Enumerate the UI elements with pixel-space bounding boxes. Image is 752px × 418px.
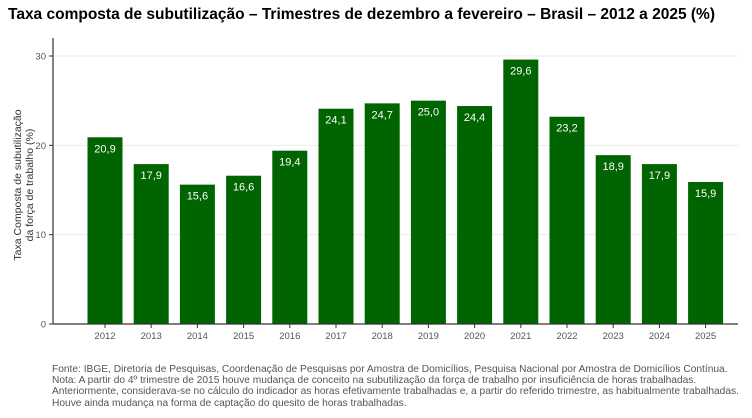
bar-value-label: 18,9	[602, 161, 623, 173]
y-tick-label: 10	[35, 230, 46, 241]
chart-title: Taxa composta de subutilização – Trimest…	[8, 6, 715, 23]
x-tick-label: 2012	[94, 331, 115, 342]
bar-value-label: 24,4	[464, 112, 485, 124]
y-tick-label: 0	[41, 320, 46, 331]
x-axis: 2012 2013 2014 2015 2016 2017 2018 2019 2020 2021…	[53, 323, 738, 342]
bar	[457, 106, 493, 324]
bar-value-label: 15,9	[695, 188, 716, 200]
bar	[595, 155, 631, 324]
bar-value-label: 29,6	[510, 66, 531, 78]
x-tick-label: 2018	[372, 331, 393, 342]
bar-value-label: 16,6	[233, 182, 254, 194]
bar	[272, 150, 308, 324]
bar	[410, 100, 446, 325]
bar	[318, 108, 354, 324]
bar	[87, 137, 123, 324]
bar	[179, 184, 215, 324]
y-axis-label-line1: Taxa Composta de subutilização	[12, 109, 24, 260]
methodology-note-2: Anteriormente, considerava-se no cálculo…	[52, 386, 739, 398]
bar-value-label: 24,1	[325, 115, 346, 127]
x-tick-label: 2021	[510, 331, 531, 342]
y-tick-label: 20	[35, 141, 46, 152]
bar-value-label: 24,7	[371, 109, 392, 121]
bar	[133, 164, 169, 324]
x-tick-label: 2019	[418, 331, 439, 342]
bar-value-label: 20,9	[94, 143, 115, 155]
x-tick-label: 2013	[141, 331, 162, 342]
bar	[641, 164, 677, 324]
bar-value-label: 15,6	[187, 191, 208, 203]
x-tick-label: 2015	[233, 331, 254, 342]
methodology-note-3: Houve ainda mudança na forma de captação…	[52, 397, 407, 409]
x-tick-label: 2023	[603, 331, 624, 342]
methodology-note-1: Nota: A partir do 4º trimestre de 2015 h…	[52, 375, 697, 387]
x-tick-label: 2022	[556, 331, 577, 342]
y-axis-label-line2: da força de trabalho (%)	[24, 129, 36, 242]
bar-value-label: 19,4	[279, 157, 300, 169]
source-note: Fonte: IBGE, Diretoria de Pesquisas, Coo…	[52, 364, 728, 375]
x-tick-label: 2020	[464, 331, 485, 342]
y-axis: 0 10 20 30	[35, 38, 54, 331]
bar	[688, 181, 724, 324]
bar-value-label: 17,9	[140, 170, 161, 182]
x-tick-label: 2014	[187, 331, 208, 342]
x-tick-label: 2016	[279, 331, 300, 342]
bar	[549, 116, 585, 324]
y-tick-label: 30	[35, 52, 46, 63]
bar-value-label: 17,9	[649, 170, 670, 182]
bar	[503, 59, 539, 324]
x-tick-label: 2017	[325, 331, 346, 342]
bar	[364, 103, 400, 324]
bar	[226, 175, 262, 324]
bar-value-label: 23,2	[556, 123, 577, 135]
bars: 20,9 17,9 15,6 16,6 19,4 24,1 24,7 25,0 24,4 29,6…	[87, 59, 724, 325]
x-tick-label: 2025	[695, 331, 716, 342]
bar-value-label: 25,0	[418, 107, 439, 119]
bar-chart: 0 10 20 30 20,9 17,9 15,6 16,6 19,4 24,1 24,7 25,0…	[12, 38, 738, 342]
x-tick-label: 2024	[649, 331, 670, 342]
chart-notes: Fonte: IBGE, Diretoria de Pesquisas, Coo…	[52, 364, 739, 409]
